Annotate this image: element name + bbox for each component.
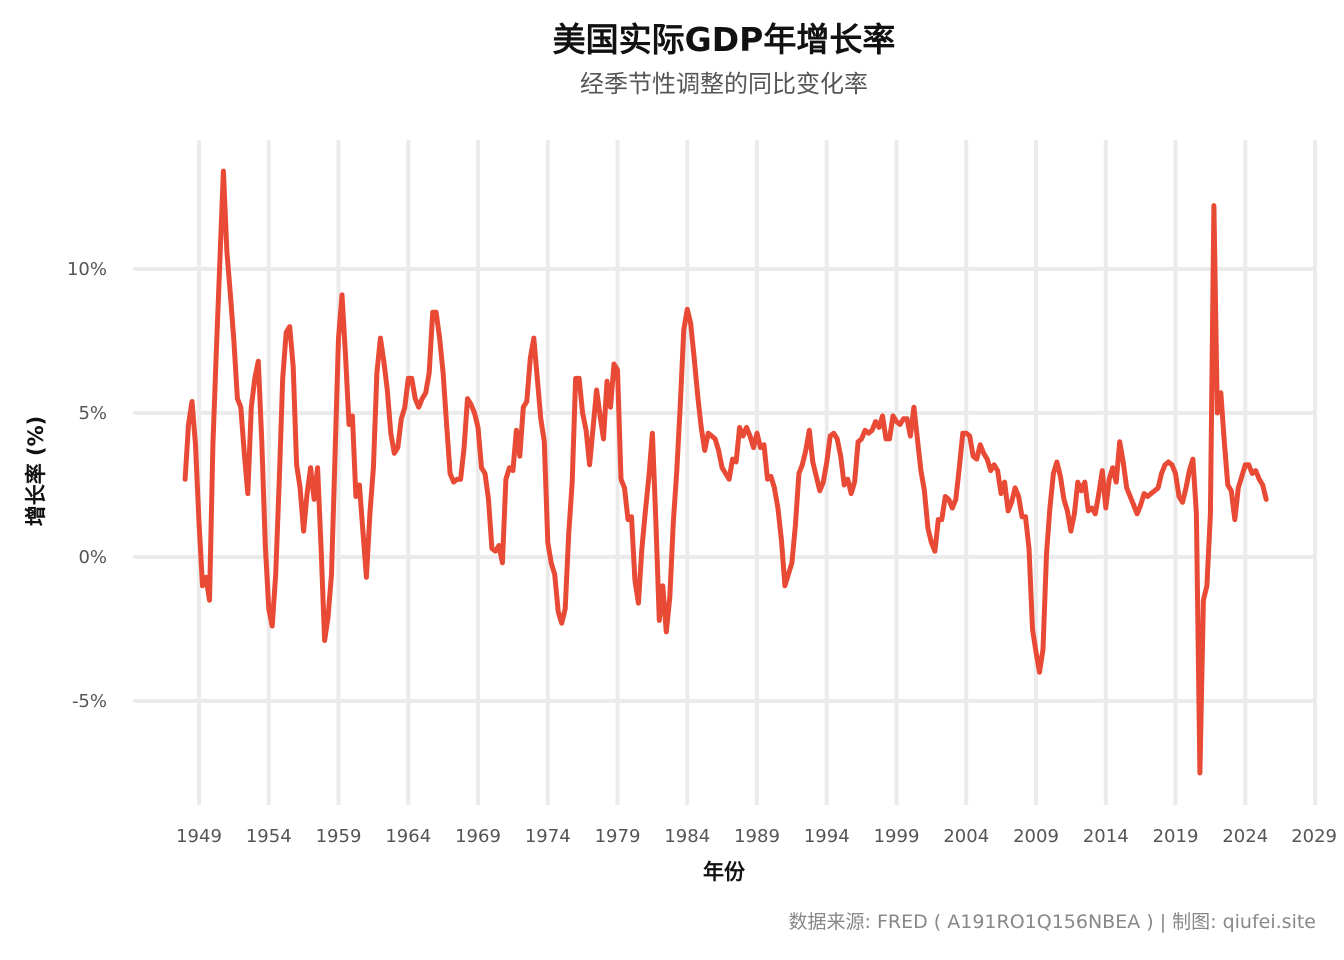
x-tick-label: 1959	[316, 826, 362, 847]
x-tick-label: 1954	[246, 826, 292, 847]
y-tick-label: 10%	[67, 259, 107, 280]
x-tick-label: 1994	[804, 826, 850, 847]
x-tick-label: 1984	[664, 826, 710, 847]
x-tick-label: 1974	[525, 826, 571, 847]
y-tick-label: -5%	[72, 691, 107, 712]
x-tick-label: 2004	[943, 826, 989, 847]
x-tick-label: 1964	[385, 826, 431, 847]
x-tick-label: 1949	[176, 826, 222, 847]
x-tick-label: 1999	[874, 826, 920, 847]
x-axis-title: 年份	[703, 860, 746, 884]
y-axis-tick-labels: -5% 0% 5% 10%	[67, 259, 107, 712]
x-tick-label: 1969	[455, 826, 501, 847]
chart-subtitle: 经季节性调整的同比变化率	[580, 70, 868, 98]
chart-title: 美国实际GDP年增长率	[553, 20, 896, 59]
chart-caption: 数据来源: FRED ( A191RO1Q156NBEA ) | 制图: qiu…	[789, 911, 1316, 933]
x-tick-label: 2014	[1083, 826, 1129, 847]
x-tick-label: 2019	[1153, 826, 1199, 847]
x-gridlines	[197, 140, 1317, 805]
gdp-growth-series-line	[182, 168, 1269, 776]
y-axis-title: 增长率 (%)	[24, 416, 48, 527]
x-tick-label: 2024	[1222, 826, 1268, 847]
x-tick-label: 1989	[734, 826, 780, 847]
y-tick-label: 5%	[78, 403, 107, 424]
x-axis-tick-labels: 1949 1954 1959 1964 1969 1974 1979 1984 1989 1994…	[176, 826, 1337, 847]
x-tick-label: 2009	[1013, 826, 1059, 847]
y-tick-label: 0%	[78, 547, 107, 568]
series-layer	[182, 168, 1269, 776]
x-tick-label: 1979	[595, 826, 641, 847]
x-tick-label: 2029	[1291, 826, 1337, 847]
